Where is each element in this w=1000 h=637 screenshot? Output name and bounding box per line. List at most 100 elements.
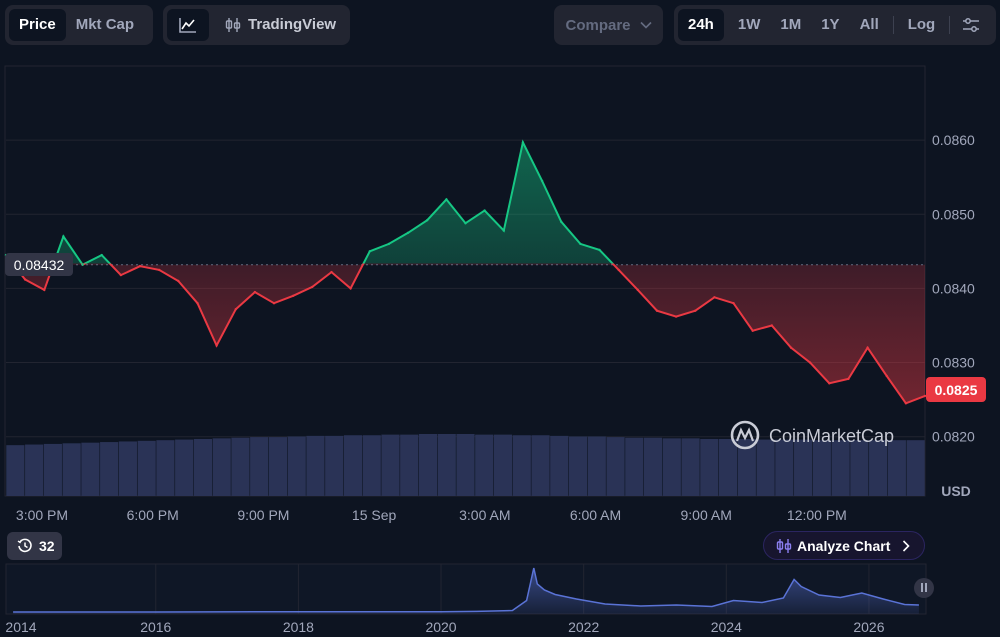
y-tick-label: 0.0840 bbox=[932, 280, 975, 296]
price-point bbox=[617, 268, 620, 272]
price-point bbox=[62, 235, 65, 238]
overview-year-labels: 2014 2016 2018 2020 2022 2024 2026 bbox=[5, 619, 884, 635]
price-point bbox=[789, 346, 793, 349]
volume-bar bbox=[887, 440, 906, 496]
volume-bar bbox=[287, 436, 306, 496]
year-label: 2014 bbox=[5, 619, 36, 635]
volume-bar bbox=[869, 440, 888, 496]
volume-bar bbox=[193, 438, 213, 496]
compare-dropdown[interactable]: Compare bbox=[554, 5, 663, 45]
range-1m-button[interactable]: 1M bbox=[780, 16, 802, 33]
price-point bbox=[751, 329, 754, 332]
range-all-button[interactable]: All bbox=[859, 16, 879, 33]
price-tab[interactable]: Price bbox=[9, 9, 66, 41]
price-point bbox=[272, 302, 276, 305]
price-point bbox=[732, 302, 735, 305]
volume-bar bbox=[62, 443, 81, 496]
year-label: 2018 bbox=[283, 619, 314, 635]
volume-bar bbox=[587, 436, 606, 496]
price-point bbox=[406, 231, 410, 234]
y-axis-ticks: 0.0860 0.0850 0.0840 0.0830 0.0820 bbox=[932, 132, 975, 445]
candlestick-icon bbox=[225, 18, 241, 32]
volume-bar bbox=[418, 434, 438, 496]
price-point bbox=[177, 279, 180, 283]
line-chart-icon bbox=[179, 18, 196, 33]
x-axis-ticks: 3:00 PM 6:00 PM 9:00 PM 15 Sep 3:00 AM 6:00 A… bbox=[16, 507, 847, 523]
chart-style-toggle: TradingView bbox=[163, 5, 350, 45]
volume-bar bbox=[325, 435, 344, 496]
price-point bbox=[43, 288, 46, 292]
volume-bars bbox=[6, 434, 925, 496]
volume-bar bbox=[812, 440, 831, 496]
volume-bar bbox=[6, 445, 25, 496]
volume-bar bbox=[456, 434, 475, 496]
x-tick-label: 9:00 PM bbox=[237, 507, 289, 523]
price-point bbox=[770, 324, 773, 327]
volume-bar bbox=[381, 434, 400, 496]
line-chart-button[interactable] bbox=[167, 9, 209, 41]
analyze-chart-button[interactable]: Analyze Chart bbox=[763, 531, 925, 560]
volume-bar bbox=[718, 438, 738, 496]
price-point bbox=[866, 346, 869, 349]
overview-handle[interactable] bbox=[914, 578, 934, 598]
price-point bbox=[636, 288, 639, 292]
x-tick-label: 15 Sep bbox=[352, 507, 397, 523]
price-point bbox=[81, 263, 84, 266]
overview-navigator[interactable]: 2014 2016 2018 2020 2022 2024 2026 bbox=[0, 560, 1000, 637]
volume-bar bbox=[568, 436, 588, 496]
overview-area bbox=[13, 568, 919, 614]
settings-button[interactable] bbox=[954, 9, 988, 41]
range-1y-button[interactable]: 1Y bbox=[821, 16, 840, 33]
candlestick-icon bbox=[776, 538, 792, 553]
price-point bbox=[445, 198, 448, 201]
volume-bar bbox=[700, 438, 719, 496]
x-tick-label: 12:00 PM bbox=[787, 507, 847, 523]
volume-bar bbox=[512, 435, 531, 496]
price-point bbox=[349, 287, 352, 290]
range-1w-button[interactable]: 1W bbox=[737, 16, 761, 33]
price-point bbox=[292, 294, 295, 297]
year-label: 2024 bbox=[711, 619, 742, 635]
volume-bar bbox=[212, 438, 231, 496]
year-label: 2020 bbox=[425, 619, 456, 635]
svg-text:0.08432: 0.08432 bbox=[14, 257, 65, 273]
volume-bar bbox=[175, 439, 194, 496]
volume-bar bbox=[831, 440, 850, 496]
price-point bbox=[521, 141, 525, 144]
volume-bar bbox=[475, 434, 494, 496]
x-tick-label: 6:00 PM bbox=[127, 507, 179, 523]
volume-bar bbox=[306, 435, 325, 496]
log-scale-button[interactable]: Log bbox=[907, 16, 936, 33]
mkt-cap-tab[interactable]: Mkt Cap bbox=[75, 16, 135, 33]
price-point bbox=[483, 209, 486, 212]
tradingview-button[interactable]: TradingView bbox=[215, 9, 346, 41]
reference-price-label: 0.08432 bbox=[5, 253, 73, 276]
price-point bbox=[808, 361, 812, 364]
x-tick-label: 3:00 AM bbox=[459, 507, 510, 523]
current-price-label: 0.0825 bbox=[926, 377, 986, 402]
price-point bbox=[598, 248, 601, 252]
price-point bbox=[158, 268, 161, 272]
watermark: CoinMarketCap bbox=[730, 420, 894, 450]
price-point bbox=[540, 179, 544, 183]
price-chart[interactable]: 0.0860 0.0850 0.0840 0.0830 0.0820 3:00 PM 6:… bbox=[0, 0, 1000, 530]
history-badge[interactable]: 32 bbox=[7, 532, 62, 560]
price-point bbox=[330, 270, 333, 274]
volume-bar bbox=[100, 442, 119, 496]
history-clock-icon bbox=[17, 538, 32, 553]
y-tick-label: 0.0850 bbox=[932, 206, 975, 222]
volume-bar bbox=[437, 434, 456, 496]
compare-label: Compare bbox=[565, 16, 631, 34]
volume-bar bbox=[137, 440, 156, 496]
volume-bar bbox=[156, 440, 175, 496]
price-point bbox=[560, 220, 563, 223]
chevron-right-icon bbox=[903, 539, 910, 552]
price-point bbox=[119, 273, 123, 277]
price-point bbox=[387, 242, 391, 246]
y-tick-label: 0.0830 bbox=[932, 355, 975, 371]
volume-bar bbox=[268, 437, 288, 496]
volume-bar bbox=[906, 440, 925, 496]
price-point bbox=[923, 394, 927, 398]
price-point bbox=[674, 315, 678, 318]
range-24h-button[interactable]: 24h bbox=[678, 9, 724, 41]
